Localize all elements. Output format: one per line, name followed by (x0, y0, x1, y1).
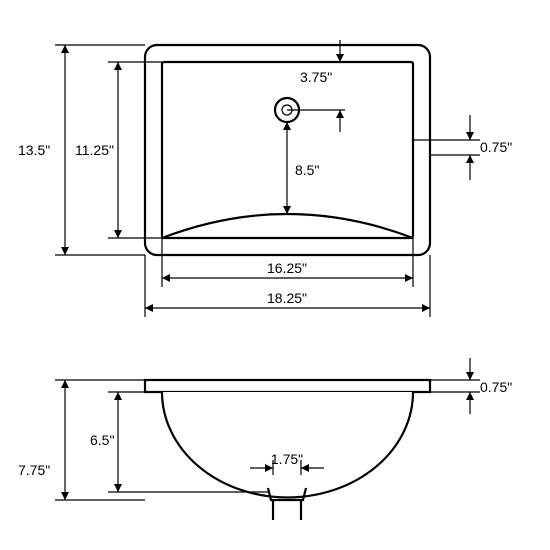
label-drain-width: 1.75" (271, 451, 303, 467)
label-bowl-span: 8.5" (295, 162, 319, 178)
side-rim (145, 380, 430, 392)
label-outer-width: 18.25" (267, 290, 307, 306)
label-side-height: 7.75" (18, 462, 50, 478)
label-side-rim-thickness: 0.75" (480, 379, 512, 395)
top-view: 13.5" 11.25" 16.25" 18.25" 0.75" 3.75" 8… (18, 40, 512, 317)
sink-dimension-diagram: 13.5" 11.25" 16.25" 18.25" 0.75" 3.75" 8… (0, 0, 550, 550)
label-bowl-depth: 6.5" (90, 432, 114, 448)
label-outer-height: 13.5" (18, 142, 50, 158)
label-inner-height: 11.25" (75, 142, 114, 158)
label-drain-offset: 3.75" (300, 69, 332, 85)
label-rim-offset: 0.75" (480, 139, 512, 155)
side-view: 0.75" 7.75" 6.5" 1.75" (18, 358, 512, 520)
label-inner-width: 16.25" (267, 260, 307, 276)
side-bowl (162, 392, 413, 497)
